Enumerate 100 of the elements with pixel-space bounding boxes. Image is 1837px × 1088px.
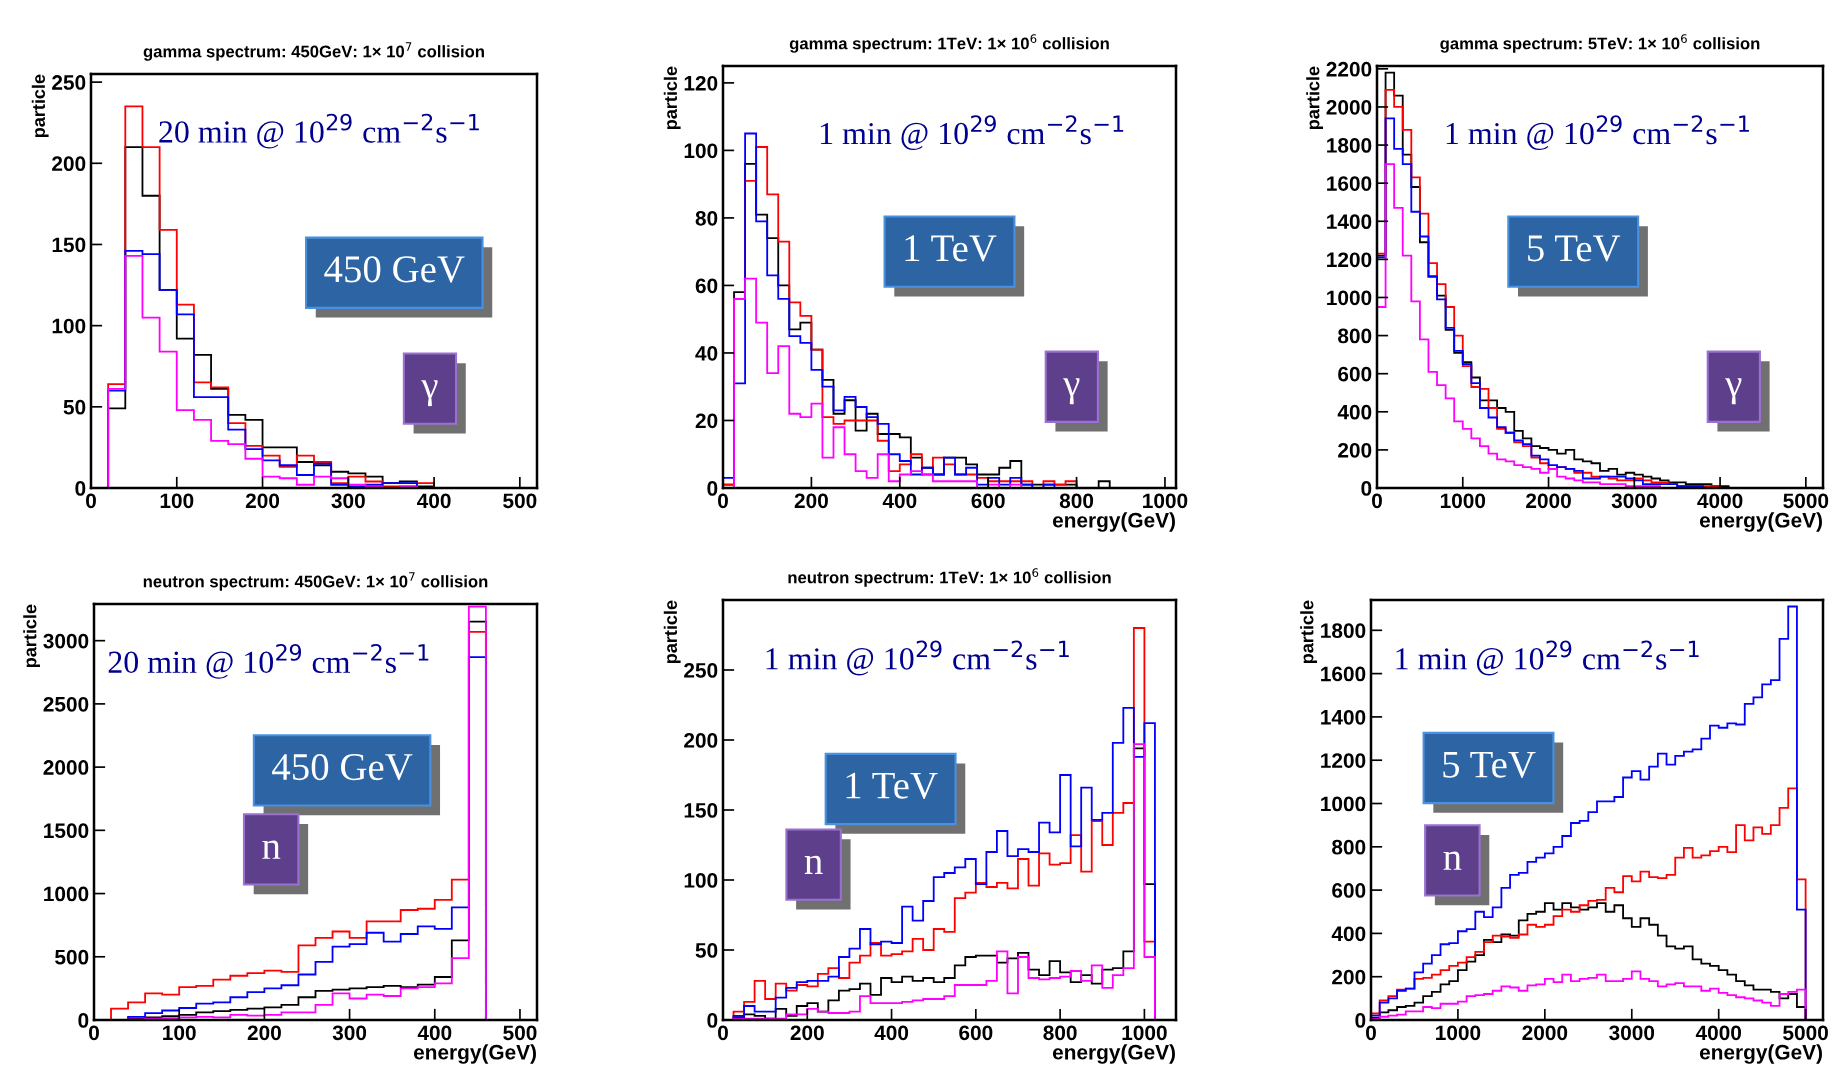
x-tick-label: 600 bbox=[971, 493, 1005, 509]
x-tick-label: 800 bbox=[1059, 493, 1094, 509]
x-tick-label: 2000 bbox=[1526, 493, 1571, 509]
annotation: 1 TeV bbox=[905, 235, 997, 262]
x-tick-label: 1000 bbox=[1436, 1025, 1481, 1041]
annotation: 5 TeV bbox=[1528, 235, 1621, 262]
y-tick-label: 2000 bbox=[43, 760, 89, 775]
x-tick-label: 300 bbox=[331, 493, 365, 509]
x-tick-label: 3000 bbox=[1609, 1025, 1655, 1041]
chart-title: gamma spectrum: 5TeV: 1× 10$^{6}$ collision bbox=[1440, 34, 1760, 53]
x-tick-label: 2000 bbox=[1522, 1025, 1568, 1041]
annotation: n bbox=[1443, 851, 1462, 870]
y-tick-label: 250 bbox=[52, 75, 86, 90]
y-tick-label: 400 bbox=[1337, 404, 1372, 420]
x-tick-label: 100 bbox=[160, 493, 194, 509]
x-tick-label: 1000 bbox=[1440, 493, 1486, 509]
y-axis-title: particle bbox=[663, 66, 681, 130]
x-tick-label: 100 bbox=[163, 1025, 196, 1041]
chart-title: neutron spectrum: 450GeV: 1× 10$^{7}$ collision bbox=[143, 572, 488, 591]
x-tick-label: 0 bbox=[718, 493, 728, 509]
annotation: 20 min @ 10$^{29}$ cm$^{−2}$s$^{−1}$ bbox=[159, 113, 479, 149]
y-tick-label: 1400 bbox=[1327, 214, 1372, 230]
y-axis-title: particle bbox=[23, 604, 41, 668]
y-tick-label: 2200 bbox=[1326, 61, 1372, 77]
annotation: 1 min @ 10$^{29}$ cm$^{−2}$s$^{−1}$ bbox=[820, 115, 1124, 151]
y-tick-label: 1200 bbox=[1321, 753, 1366, 768]
x-tick-label: 500 bbox=[503, 1025, 537, 1041]
x-tick-label: 200 bbox=[247, 1025, 281, 1041]
y-tick-label: 0 bbox=[78, 1013, 89, 1028]
x-tick-label: 0 bbox=[89, 1025, 99, 1041]
y-axis-title: particle bbox=[663, 600, 681, 664]
y-tick-label: 1000 bbox=[1321, 796, 1366, 812]
chart-title: gamma spectrum: 450GeV: 1× 10$^{7}$ collision bbox=[143, 42, 484, 61]
y-axis-title: particle bbox=[31, 74, 49, 138]
y-tick-label: 200 bbox=[684, 733, 718, 748]
x-tick-label: 500 bbox=[503, 493, 537, 509]
x-tick-label: 0 bbox=[718, 1025, 728, 1041]
annotation: 20 min @ 10$^{29}$ cm$^{−2}$s$^{−1}$ bbox=[108, 643, 429, 679]
annotation: 1 TeV bbox=[846, 772, 938, 799]
y-tick-label: 50 bbox=[63, 399, 86, 415]
x-axis-title: energy(GeV) bbox=[413, 1044, 536, 1064]
y-tick-label: 120 bbox=[684, 75, 718, 91]
chart-title: neutron spectrum: 1TeV: 1× 10$^{6}$ collision bbox=[788, 568, 1111, 587]
x-axis-title: energy(GeV) bbox=[1052, 1044, 1175, 1064]
x-tick-label: 1000 bbox=[1122, 1025, 1167, 1041]
y-tick-label: 600 bbox=[1332, 883, 1366, 898]
y-tick-label: 150 bbox=[52, 237, 86, 253]
x-tick-label: 400 bbox=[417, 1025, 452, 1041]
annotation: 1 min @ 10$^{29}$ cm$^{−2}$s$^{−1}$ bbox=[766, 640, 1069, 676]
x-tick-label: 5000 bbox=[1783, 1025, 1828, 1041]
x-tick-label: 1000 bbox=[1143, 493, 1188, 509]
y-tick-label: 80 bbox=[695, 210, 718, 226]
y-tick-label: 100 bbox=[684, 873, 718, 888]
annotation: γ bbox=[421, 380, 438, 407]
y-tick-label: 1600 bbox=[1321, 666, 1366, 682]
annotation: 1 min @ 10$^{29}$ cm$^{−2}$s$^{−1}$ bbox=[1446, 115, 1749, 151]
y-tick-label: 1500 bbox=[44, 823, 89, 839]
y-tick-label: 1000 bbox=[1327, 290, 1372, 306]
annotation: γ bbox=[1063, 378, 1080, 405]
y-tick-label: 500 bbox=[55, 949, 89, 965]
x-tick-label: 200 bbox=[790, 1025, 824, 1041]
y-tick-label: 800 bbox=[1332, 839, 1366, 855]
y-tick-label: 0 bbox=[707, 1013, 718, 1028]
x-tick-label: 4000 bbox=[1695, 1025, 1742, 1041]
y-tick-label: 1200 bbox=[1327, 252, 1372, 268]
x-axis-title: energy(GeV) bbox=[1699, 512, 1822, 532]
y-tick-label: 400 bbox=[1331, 926, 1366, 942]
x-tick-label: 3000 bbox=[1611, 493, 1657, 509]
annotation: 1 min @ 10$^{29}$ cm$^{−2}$s$^{−1}$ bbox=[1396, 640, 1699, 676]
y-tick-label: 2500 bbox=[43, 696, 89, 712]
y-tick-label: 40 bbox=[695, 345, 718, 361]
y-tick-label: 1400 bbox=[1321, 709, 1366, 725]
x-axis-title: energy(GeV) bbox=[1052, 512, 1175, 532]
annotation: 450 GeV bbox=[272, 753, 413, 781]
x-tick-label: 4000 bbox=[1697, 493, 1743, 509]
y-tick-label: 0 bbox=[707, 481, 718, 496]
y-tick-label: 0 bbox=[1361, 481, 1372, 496]
x-tick-label: 400 bbox=[882, 493, 917, 509]
x-tick-label: 800 bbox=[1043, 1025, 1077, 1041]
y-tick-label: 0 bbox=[75, 481, 86, 496]
annotation: n bbox=[262, 840, 281, 859]
y-tick-label: 150 bbox=[684, 803, 718, 818]
chart-title: gamma spectrum: 1TeV: 1× 10$^{6}$ collision bbox=[789, 34, 1109, 53]
x-tick-label: 5000 bbox=[1783, 493, 1829, 509]
y-tick-label: 200 bbox=[1338, 442, 1372, 458]
annotation: 450 GeV bbox=[324, 256, 465, 283]
x-tick-label: 200 bbox=[245, 493, 280, 509]
y-tick-label: 250 bbox=[684, 663, 718, 678]
y-tick-label: 200 bbox=[1332, 969, 1366, 985]
y-tick-label: 1600 bbox=[1327, 176, 1372, 191]
annotation: 5 TeV bbox=[1443, 751, 1536, 778]
y-tick-label: 1800 bbox=[1327, 138, 1372, 153]
y-tick-label: 1800 bbox=[1321, 623, 1366, 639]
y-tick-label: 800 bbox=[1338, 328, 1372, 344]
y-tick-label: 2000 bbox=[1326, 99, 1372, 115]
y-tick-label: 200 bbox=[52, 156, 86, 172]
y-tick-label: 1000 bbox=[44, 886, 89, 902]
y-axis-title: particle bbox=[1306, 66, 1324, 130]
y-tick-label: 3000 bbox=[43, 633, 89, 649]
y-tick-label: 100 bbox=[52, 318, 86, 334]
